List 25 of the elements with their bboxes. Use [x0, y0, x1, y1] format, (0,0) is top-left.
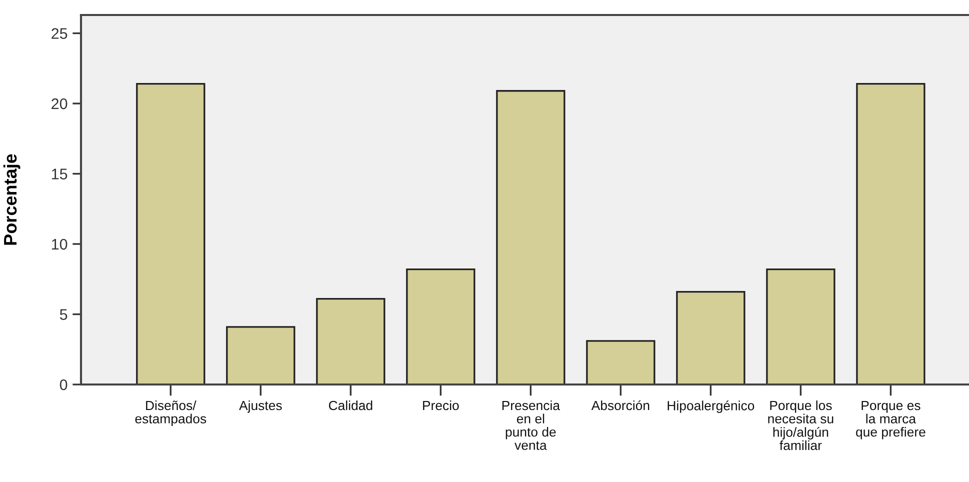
- bar: [226, 326, 296, 384]
- y-tick-label: 25: [52, 28, 68, 39]
- bar: [586, 340, 656, 384]
- x-tick-label: Porque es la marca que prefiere: [856, 400, 926, 440]
- x-tick-label: Ajustes: [239, 400, 282, 413]
- x-tick-label: Presencia en el punto de venta: [502, 400, 560, 450]
- bar: [136, 83, 206, 384]
- y-tick-label: 20: [52, 98, 68, 110]
- y-axis-title: Porcentaje: [3, 154, 20, 245]
- x-tick-label: Absorción: [591, 400, 650, 410]
- bar: [766, 268, 836, 384]
- x-tick-label: Diseños/ estampados: [135, 400, 206, 426]
- x-tick-label: Porque los necesita su hijo/algún familiar: [768, 400, 834, 450]
- bar: [406, 268, 476, 384]
- bar: [316, 298, 386, 384]
- bar: [496, 90, 566, 384]
- y-tick-label: 0: [60, 379, 68, 390]
- x-tick-label: Precio: [423, 400, 459, 410]
- y-tick-label: 15: [52, 168, 68, 180]
- bar: [676, 290, 746, 384]
- y-tick-label: 5: [60, 309, 68, 320]
- y-tick-label: 10: [52, 238, 68, 250]
- bar: [856, 83, 926, 384]
- x-tick-label: Hipoalergénico: [668, 400, 754, 413]
- x-tick-label: Calidad: [328, 400, 372, 410]
